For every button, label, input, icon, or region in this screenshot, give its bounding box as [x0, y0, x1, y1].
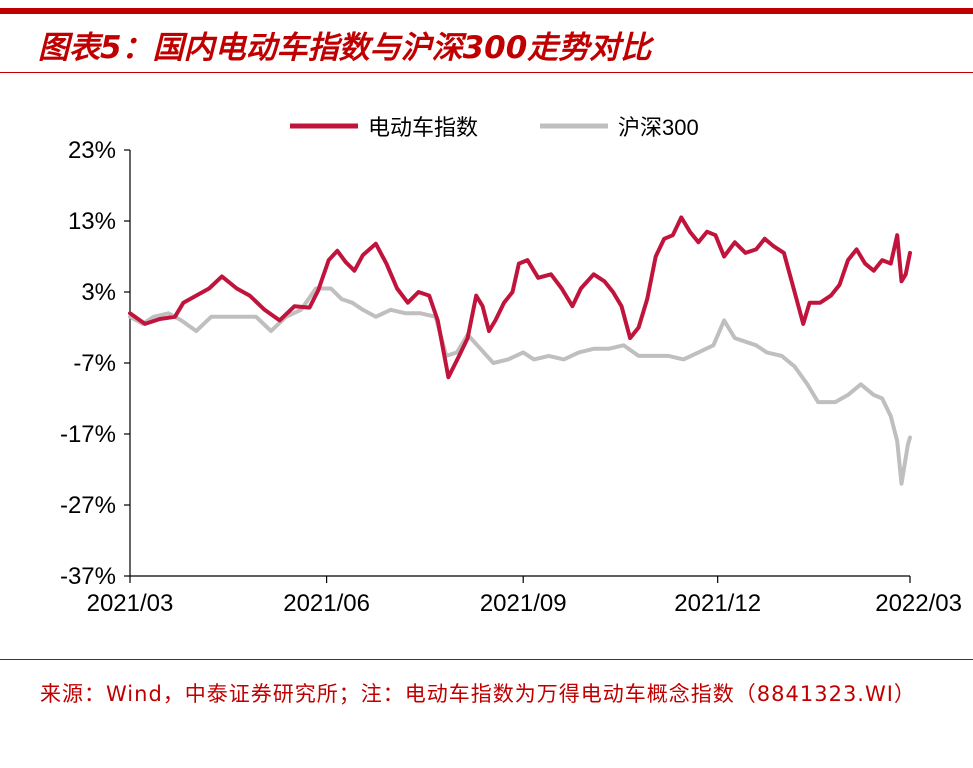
series-line-ev-index [128, 215, 912, 380]
bottom-rule [0, 659, 973, 660]
x-tick-label: 2022/03 [875, 590, 962, 617]
x-tick-label: 2021/06 [283, 590, 370, 617]
y-tick-label: -27% [60, 492, 116, 519]
series-layer [128, 215, 912, 486]
legend-label-ev-index: 电动车指数 [368, 115, 478, 140]
y-tick-label: -17% [60, 421, 116, 448]
y-tick-label: 3% [81, 279, 116, 306]
source-note: 来源：Wind，中泰证券研究所；注：电动车指数为万得电动车概念指数（884132… [40, 682, 916, 706]
x-tick-label: 2021/09 [480, 590, 567, 617]
x-tick-label: 2021/03 [87, 590, 174, 617]
y-axis: 23% 13% 3% -7% -17% -27% -37% [60, 137, 131, 590]
title-rule [0, 72, 973, 73]
y-tick-label: -7% [73, 350, 116, 377]
legend-label-hs300: 沪深300 [618, 115, 699, 140]
series-line-hs300 [128, 286, 912, 486]
top-rule [0, 8, 973, 14]
y-tick-label: 13% [68, 208, 116, 235]
y-tick-label: -37% [60, 563, 116, 590]
y-tick-label: 23% [68, 137, 116, 164]
line-chart: 电动车指数 沪深300 23% 13% 3% -7% -17% -27% -37% 2021… [60, 115, 962, 617]
x-tick-label: 2021/12 [674, 590, 761, 617]
legend: 电动车指数 沪深300 [290, 115, 699, 140]
x-axis: 2021/03 2021/06 2021/09 2021/12 2022/03 [87, 575, 962, 617]
chart-title: 图表5：国内电动车指数与沪深300走势对比 [38, 30, 652, 66]
